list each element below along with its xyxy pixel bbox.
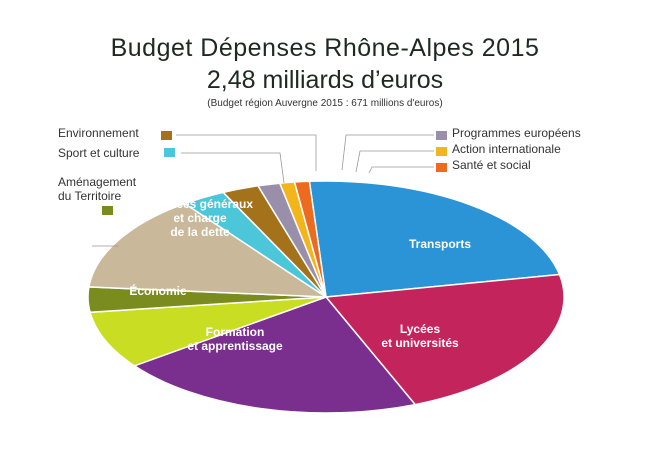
pie-slice-5 — [88, 202, 329, 298]
slice-label-5: Services généraux et charge de la dette — [147, 197, 253, 239]
legend-swatch-7 — [161, 131, 172, 140]
chart-note: (Budget région Auvergne 2015 : 671 milli… — [207, 98, 443, 109]
slice-label-1: Lycées et universités — [381, 322, 459, 350]
slice-label-7: Environnement — [58, 126, 139, 140]
leader-line-8 — [341, 134, 434, 171]
slice-label-6: Sport et culture — [58, 146, 140, 160]
leader-line-9 — [355, 150, 434, 173]
slice-label-8: Programmes européens — [452, 126, 581, 140]
leader-line-7 — [176, 134, 317, 171]
slice-label-2: Formation et apprentissage — [187, 325, 283, 353]
slice-label-10: Santé et social — [452, 158, 531, 172]
leader-line-10 — [368, 166, 434, 174]
slice-label-0: Transports — [409, 237, 471, 251]
legend-swatch-6 — [164, 148, 175, 157]
pie-slice-2 — [132, 296, 417, 414]
pie-slice-1 — [324, 273, 565, 406]
legend-swatch-9 — [436, 147, 447, 156]
legend-swatch-8 — [436, 131, 447, 140]
pie-slice-0 — [308, 180, 561, 298]
leader-line-6 — [181, 152, 285, 184]
chart-title: Budget Dépenses Rhône-Alpes 2015 — [110, 34, 540, 62]
pie-slice-3 — [89, 296, 327, 367]
chart-subtitle: 2,48 milliards d’euros — [206, 66, 444, 94]
legend-swatch-4 — [102, 206, 113, 215]
slice-label-3: Économie — [129, 283, 187, 298]
slice-label-9: Action internationale — [452, 142, 561, 156]
legend-swatch-10 — [436, 163, 447, 172]
slice-label-4: Aménagement du Territoire — [58, 175, 137, 203]
pie-slice-10 — [293, 180, 327, 298]
